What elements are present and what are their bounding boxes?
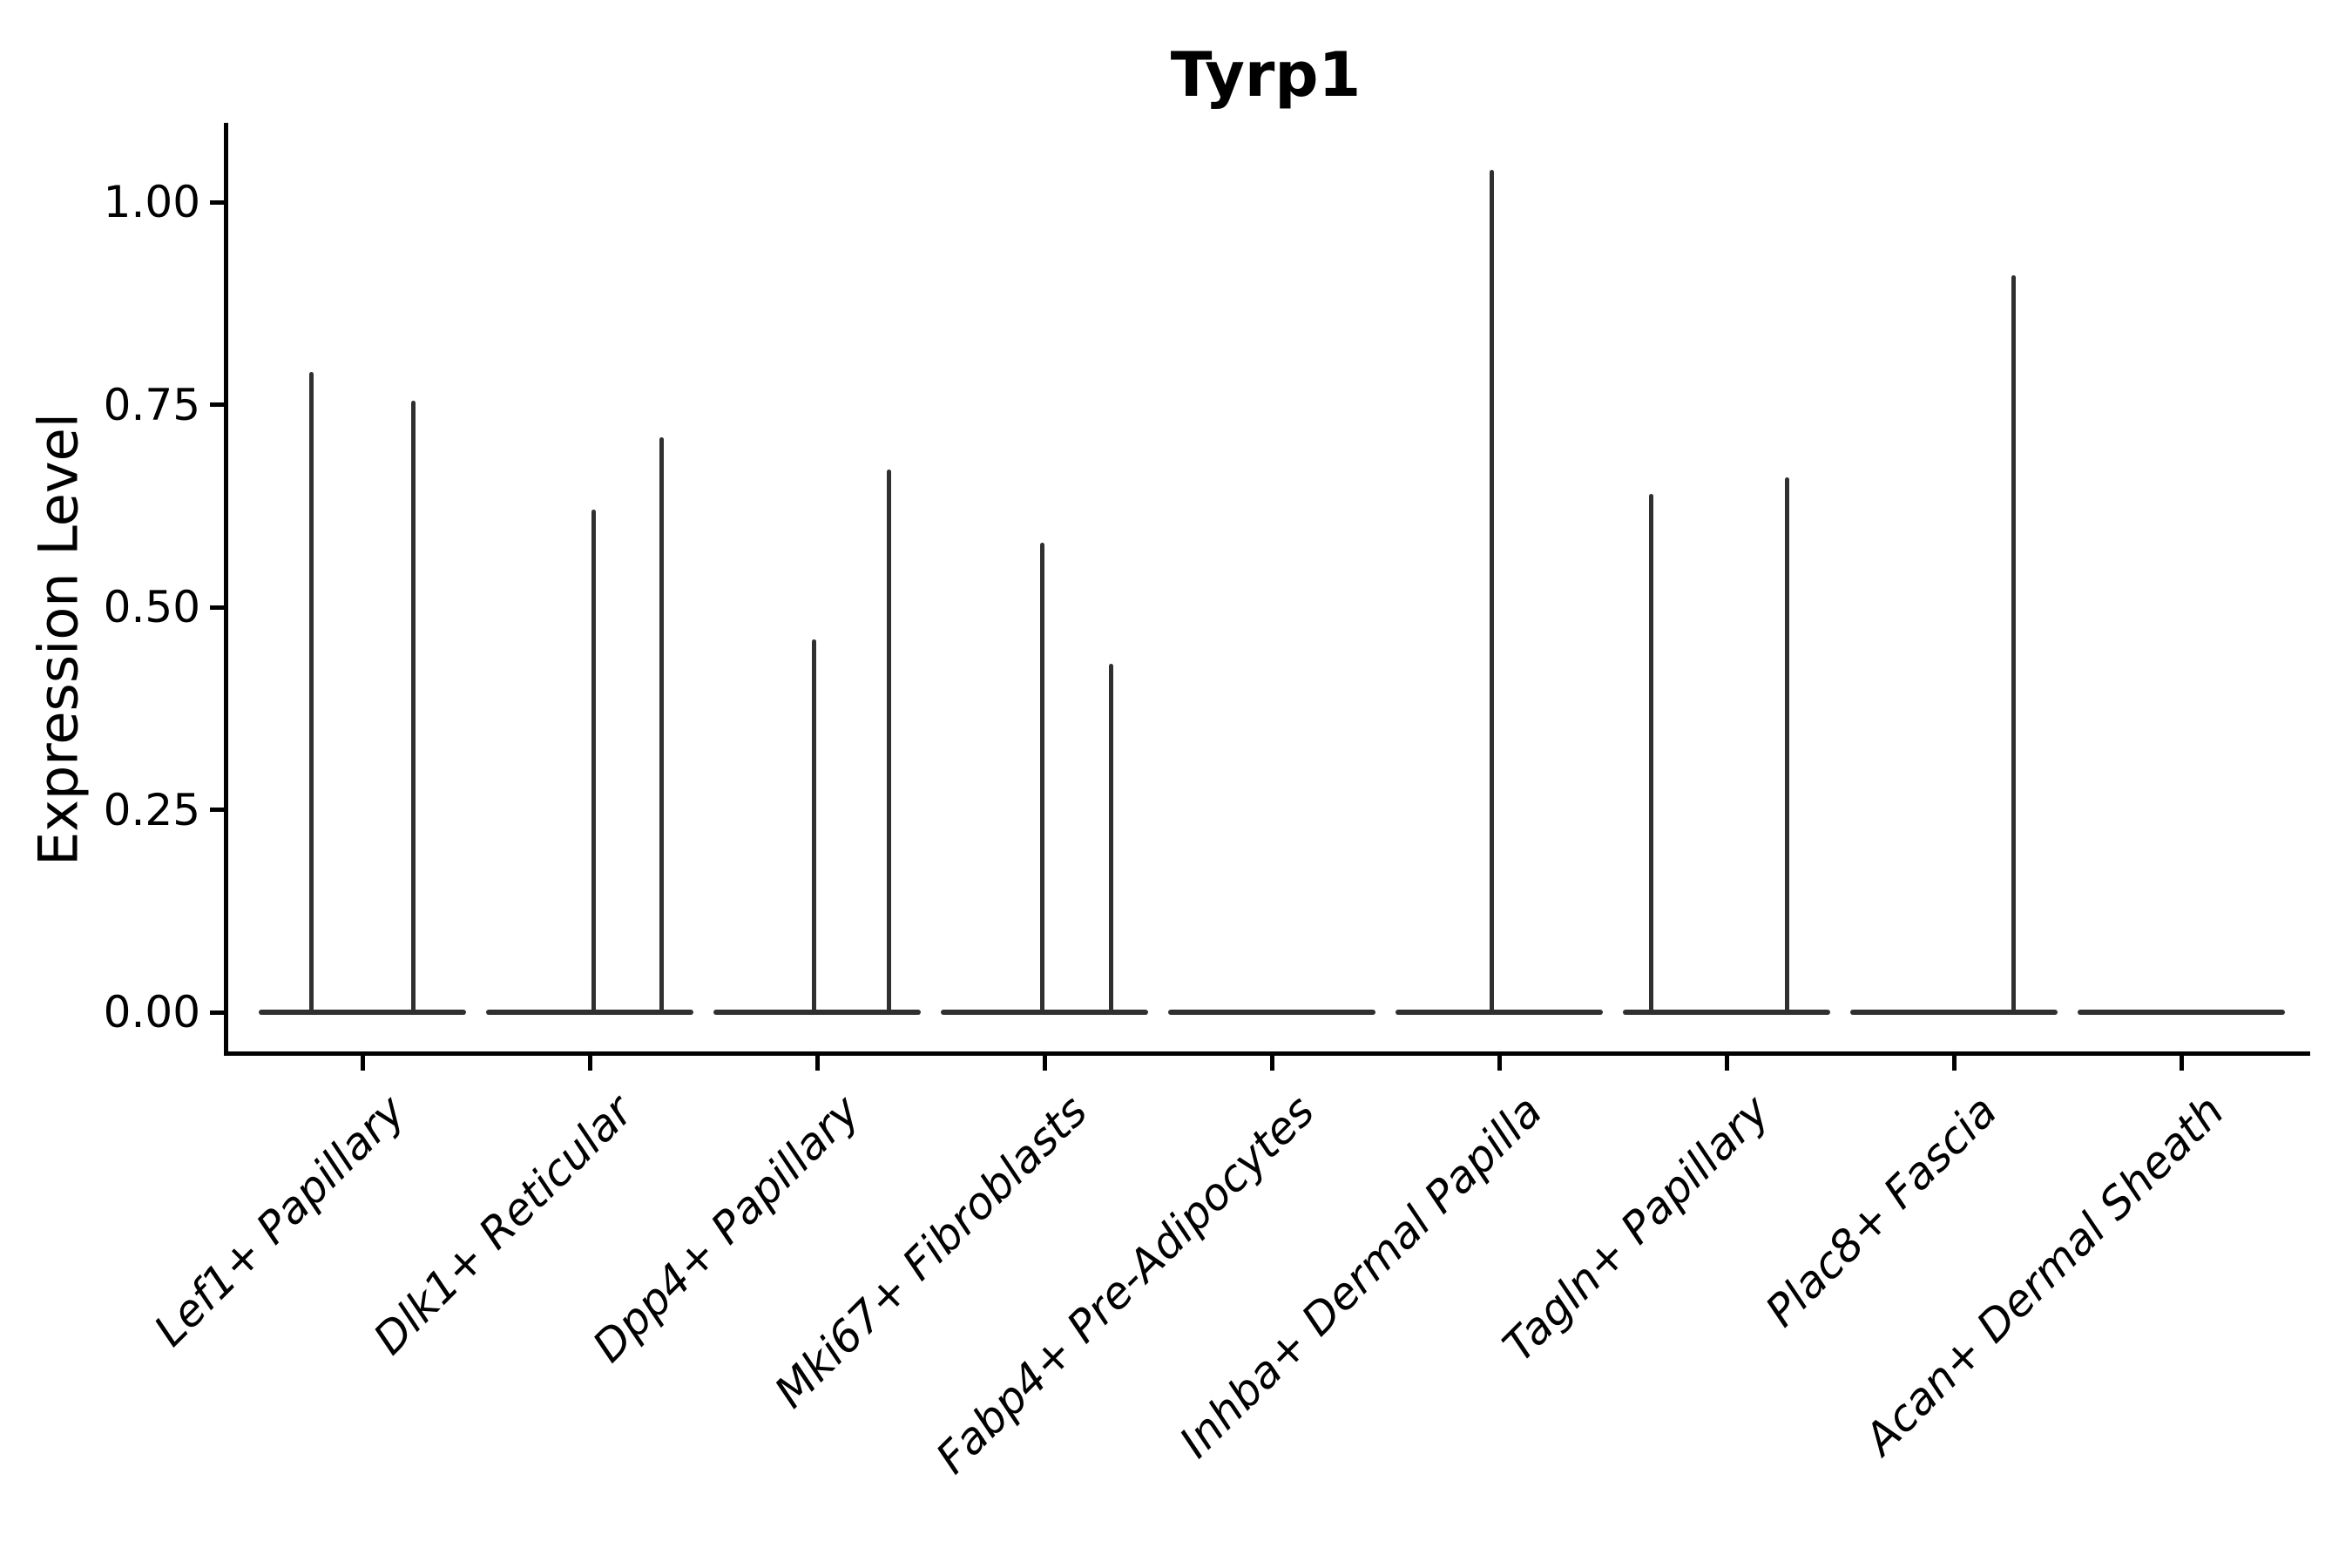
violin-spike [659, 436, 664, 1015]
x-axis-label: Lef1+ Papillary [145, 1085, 416, 1356]
x-tick-mark [1269, 1056, 1274, 1071]
violin-baseline [713, 1010, 921, 1015]
violin-spike [811, 639, 816, 1015]
y-tick-mark [210, 605, 224, 610]
violin-spike [2011, 274, 2016, 1015]
x-tick-mark [587, 1056, 592, 1071]
violin-spike [1648, 493, 1653, 1015]
x-tick-mark [1497, 1056, 1502, 1071]
y-tick-label: 1.00 [103, 177, 200, 227]
y-tick-label: 0.00 [103, 987, 200, 1037]
violin-spike [1039, 542, 1044, 1015]
violin-baseline [941, 1010, 1148, 1015]
x-tick-mark [2179, 1056, 2184, 1071]
violin-spike [886, 469, 891, 1015]
y-tick-mark [210, 808, 224, 812]
violin-spike [308, 372, 314, 1015]
violin-baseline [1168, 1010, 1375, 1015]
violin-spike [591, 510, 596, 1015]
violin-baseline [259, 1010, 466, 1015]
x-axis-spine [224, 1051, 2310, 1056]
violin-baseline [1396, 1010, 1603, 1015]
violin-spike [1108, 664, 1113, 1015]
y-tick-mark [210, 199, 224, 205]
violin-baseline [2078, 1010, 2285, 1015]
x-tick-mark [1724, 1056, 1729, 1071]
violin-baseline [486, 1010, 693, 1015]
y-axis-spine [224, 123, 228, 1056]
violin-spike [1489, 169, 1494, 1015]
x-tick-mark [814, 1056, 820, 1071]
violin-baseline [1623, 1010, 1830, 1015]
x-axis-label: Plac8+ Fascia [1755, 1085, 2007, 1337]
y-tick-label: 0.75 [103, 379, 200, 430]
x-axis-label: Fabp4+ Pre-Adipocytes [926, 1085, 1325, 1484]
violin-baseline [1850, 1010, 2058, 1015]
y-tick-label: 0.50 [103, 582, 200, 632]
x-tick-mark [1951, 1056, 1957, 1071]
x-tick-mark [1042, 1056, 1047, 1071]
x-axis-label: Inhba+ Dermal Papilla [1169, 1085, 1552, 1468]
y-tick-mark [210, 1010, 224, 1015]
chart-title: Tyrp1 [1170, 39, 1362, 111]
violin-spike [1784, 477, 1789, 1015]
y-tick-mark [210, 402, 224, 407]
y-tick-label: 0.25 [103, 784, 200, 835]
violin-spike [410, 400, 416, 1015]
x-tick-mark [360, 1056, 365, 1071]
